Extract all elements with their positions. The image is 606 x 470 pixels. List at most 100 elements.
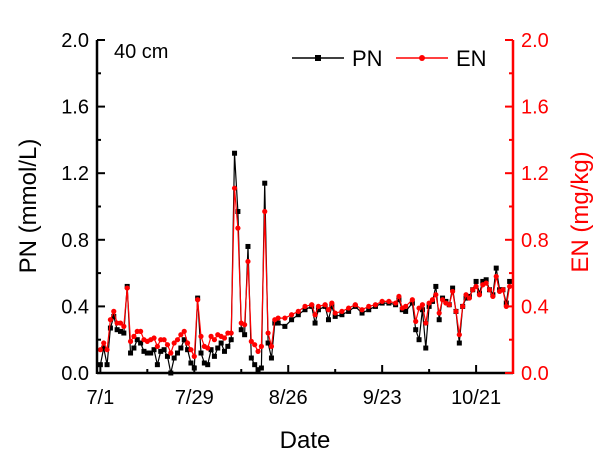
y2-tick-label: 2.0 bbox=[521, 30, 549, 52]
data-point-pn bbox=[339, 312, 345, 318]
data-point-en bbox=[282, 315, 288, 321]
data-point-en bbox=[473, 283, 479, 290]
data-point-en bbox=[295, 308, 301, 314]
data-point-en bbox=[101, 340, 107, 346]
y-tick-label: 0.4 bbox=[61, 296, 89, 318]
data-point-pn bbox=[161, 347, 167, 353]
data-point-pn bbox=[302, 307, 308, 313]
data-point-en bbox=[413, 318, 419, 324]
data-point-pn bbox=[346, 308, 352, 314]
data-point-pn bbox=[141, 348, 147, 354]
data-point-en bbox=[231, 185, 238, 191]
data-point-en bbox=[265, 330, 271, 336]
data-point-en bbox=[154, 343, 160, 349]
data-point-en bbox=[315, 303, 322, 309]
data-point-pn bbox=[221, 348, 227, 354]
data-point-en bbox=[104, 347, 110, 353]
data-point-en bbox=[117, 320, 124, 326]
data-point-pn bbox=[225, 343, 231, 349]
data-point-en bbox=[476, 292, 483, 298]
data-point-pn bbox=[144, 350, 150, 356]
data-point-pn bbox=[97, 362, 103, 368]
data-point-pn bbox=[403, 308, 409, 314]
x-tick-label: 7/1 bbox=[86, 387, 114, 409]
data-point-en bbox=[198, 333, 204, 339]
data-point-pn bbox=[433, 283, 439, 289]
data-point-en bbox=[322, 302, 328, 308]
data-point-pn bbox=[104, 362, 110, 368]
series-en-line bbox=[99, 188, 511, 359]
data-point-pn bbox=[114, 327, 120, 333]
data-point-en bbox=[359, 307, 365, 313]
data-point-en bbox=[255, 348, 261, 354]
y2-tick-label: 0.8 bbox=[521, 230, 549, 252]
y-tick-label: 1.2 bbox=[61, 163, 89, 185]
data-point-en bbox=[127, 338, 134, 344]
data-point-pn bbox=[480, 278, 486, 284]
data-point-pn bbox=[289, 317, 295, 323]
data-point-en bbox=[309, 302, 315, 308]
data-point-en bbox=[346, 305, 352, 311]
data-point-pn bbox=[258, 365, 264, 371]
data-point-en bbox=[352, 302, 358, 308]
data-point-pn bbox=[295, 312, 301, 318]
data-point-pn bbox=[148, 350, 154, 356]
data-point-en bbox=[436, 310, 442, 316]
data-point-pn bbox=[164, 353, 170, 359]
y2-tick-label: 0.0 bbox=[521, 363, 549, 385]
data-point-pn bbox=[423, 345, 429, 351]
data-point-pn bbox=[396, 297, 402, 303]
data-point-en bbox=[151, 335, 157, 341]
data-point-pn bbox=[134, 337, 140, 343]
data-point-en bbox=[288, 312, 295, 318]
data-point-en bbox=[409, 297, 415, 303]
data-point-pn bbox=[245, 243, 251, 249]
data-point-pn bbox=[101, 345, 107, 351]
data-point-pn bbox=[242, 332, 248, 338]
legend-pn-label: PN bbox=[352, 46, 383, 71]
data-point-en bbox=[429, 297, 436, 303]
data-point-en bbox=[325, 307, 332, 313]
data-point-en bbox=[396, 293, 402, 300]
data-point-en bbox=[339, 308, 345, 314]
y-tick-label: 0.8 bbox=[61, 230, 89, 252]
data-point-pn bbox=[181, 337, 187, 343]
data-point-en bbox=[275, 315, 281, 321]
data-point-en bbox=[178, 332, 184, 338]
data-point-pn bbox=[329, 303, 335, 309]
x-tick-label: 7/29 bbox=[175, 387, 214, 409]
data-point-pn bbox=[111, 313, 117, 319]
data-point-en bbox=[188, 347, 194, 353]
data-point-pn bbox=[325, 317, 331, 323]
data-point-pn bbox=[252, 362, 258, 368]
data-point-pn bbox=[178, 345, 184, 351]
y-axis-label: PN (mmol/L) bbox=[15, 139, 42, 274]
data-point-en bbox=[423, 320, 429, 326]
data-point-pn bbox=[265, 340, 271, 346]
data-point-pn bbox=[158, 348, 164, 354]
data-point-en bbox=[191, 353, 197, 359]
data-point-en bbox=[168, 350, 174, 356]
data-point-pn bbox=[483, 277, 489, 283]
data-point-pn bbox=[185, 347, 191, 353]
data-point-pn bbox=[188, 360, 194, 366]
data-point-en bbox=[161, 337, 167, 343]
y-tick-label: 1.6 bbox=[61, 97, 89, 119]
y2-tick-label: 0.4 bbox=[521, 296, 549, 318]
data-point-pn bbox=[463, 295, 469, 301]
data-point-pn bbox=[255, 367, 261, 373]
data-point-en bbox=[416, 305, 422, 311]
data-point-en bbox=[386, 298, 392, 305]
data-point-pn bbox=[332, 313, 338, 319]
y-tick-label: 2.0 bbox=[61, 30, 89, 52]
data-point-en bbox=[329, 300, 335, 306]
data-point-pn bbox=[208, 347, 214, 353]
data-point-en bbox=[419, 302, 426, 308]
legend: PN EN bbox=[292, 46, 487, 71]
data-point-en bbox=[174, 337, 181, 343]
panel-label: 40 cm bbox=[114, 41, 168, 63]
data-point-pn bbox=[450, 285, 456, 291]
legend-pn-marker bbox=[315, 55, 321, 61]
data-point-en bbox=[493, 273, 499, 280]
